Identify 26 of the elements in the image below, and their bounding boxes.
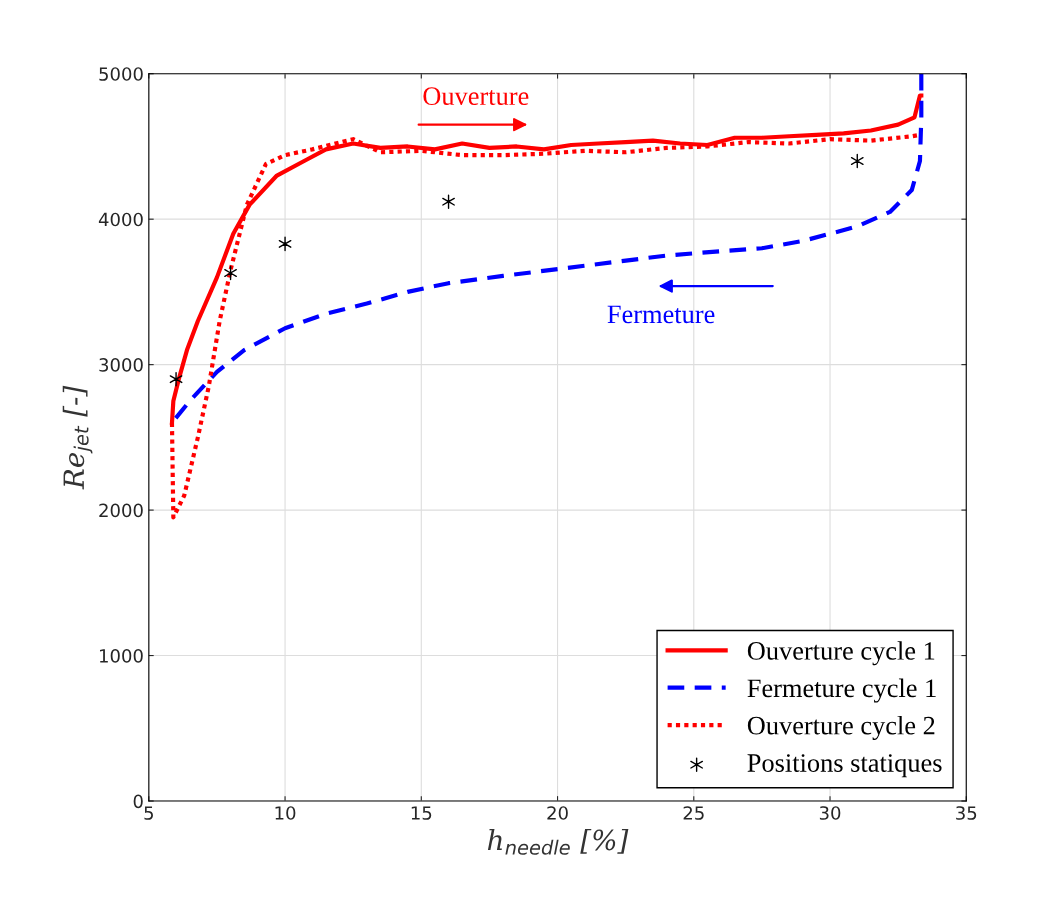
y-tick-label: 3000 — [99, 358, 143, 372]
x-tick-label: 20 — [547, 806, 568, 820]
point — [224, 265, 237, 281]
point — [169, 371, 183, 387]
x-tick-label: 5 — [144, 806, 153, 820]
x-tick-label: 15 — [411, 806, 432, 820]
annotation: Fermeture — [607, 305, 715, 324]
point — [442, 194, 455, 210]
y-tick-label: 2000 — [99, 503, 143, 518]
y-tick-label: 1000 — [99, 649, 143, 663]
point — [850, 153, 864, 169]
x-tick-label: 10 — [275, 806, 296, 820]
y-tick-label: 4000 — [98, 212, 143, 227]
x-axis-title: h$_{needle}$ [%] — [487, 828, 629, 855]
legend-label: Ouverture cycle 2 — [747, 715, 935, 740]
annotation: Ouverture — [423, 87, 529, 106]
x-tick-label: 35 — [956, 806, 977, 820]
y-axis-title: Re$_{jet}$ [-] — [62, 385, 93, 490]
legend-label: Ouverture cycle 1 — [747, 641, 935, 666]
legend-label: Positions statiques — [747, 754, 942, 778]
y-tick-label: 0 — [133, 794, 143, 809]
legend-label: Fermeture cycle 1 — [747, 678, 936, 703]
x-tick-label: 25 — [683, 806, 704, 820]
point — [278, 236, 292, 252]
y-tick-label: 5000 — [99, 67, 143, 81]
x-tick-label: 30 — [819, 806, 841, 820]
